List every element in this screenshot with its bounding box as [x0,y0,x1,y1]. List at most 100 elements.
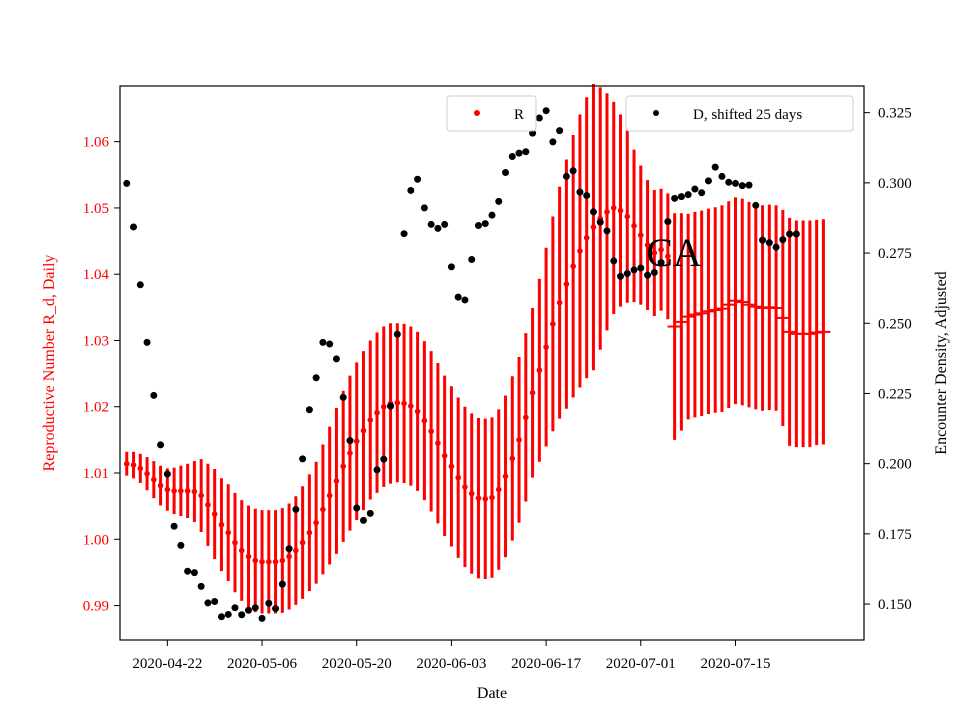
r-point [495,486,502,493]
y-left-tick-label: 1.02 [83,400,109,416]
d-point [163,470,171,478]
d-point [305,406,313,414]
d-point [508,152,516,160]
d-point [677,193,685,201]
r-point [259,559,265,565]
d-point [583,192,591,200]
d-point [400,230,408,238]
d-point [772,243,780,251]
d-point [569,167,577,175]
d-point [359,516,367,524]
d-point [339,393,347,401]
d-point [745,181,753,189]
r-point [164,486,171,493]
d-point [170,522,178,530]
r-point [340,463,347,470]
d-point [393,330,401,338]
r-point [252,557,259,564]
r-point [428,428,434,435]
legend-d-frame [625,95,854,132]
d-point [691,185,699,193]
r-point [279,557,286,564]
x-axis-title: Date [477,685,507,702]
d-point [326,340,334,348]
d-point [217,613,225,621]
d-point [664,218,672,226]
d-point [698,189,706,197]
y-right-tick-label: 0.175 [878,527,912,543]
d-point [190,569,198,577]
d-point [380,455,388,463]
d-point [292,505,300,513]
d-point [265,599,273,607]
r-points-layer [123,205,831,565]
d-point [515,149,523,157]
chart-annotation: CA [646,230,702,275]
r-point [374,409,380,416]
y-left-tick-label: 1.06 [83,135,110,151]
r-point [184,488,191,494]
r-point [462,484,468,490]
d-point [434,224,442,232]
x-tick-label: 2020-06-03 [416,656,486,672]
r-point [380,403,387,410]
r-point [577,248,583,254]
d-point [231,604,239,612]
d-point [657,259,665,267]
d-point [238,611,246,619]
r-point [516,437,522,443]
legend-d: D, shifted 25 days [625,95,854,132]
r-point [489,494,495,501]
d-point [474,222,482,230]
d-point [136,281,144,289]
d-point [427,220,435,228]
d-point [576,188,584,196]
y-right-tick-label: 0.225 [878,386,912,402]
d-point [556,127,564,135]
r-point [232,539,238,546]
r-point [570,263,576,270]
x-tick-label: 2020-05-20 [322,656,392,672]
legend-d-label: D, shifted 25 days [693,107,802,123]
legend-d-marker [653,110,659,116]
d-point [542,107,550,115]
r-point [293,547,299,554]
r-point [218,521,225,528]
d-point [123,179,131,187]
legend-r-frame [446,95,537,132]
r-point [563,281,570,287]
r-point [617,207,624,214]
r-point [624,213,631,220]
r-point [556,299,563,306]
d-point [684,191,692,199]
y-axis-left-title: Reproductive Number R_d, Daily [41,255,58,472]
r-point [205,502,211,508]
legend-r-label: R [514,107,524,123]
y-left-tick-label: 1.05 [83,201,109,217]
r-point [238,547,245,554]
d-point [204,599,212,607]
d-point [407,186,415,194]
d-point [278,580,286,588]
y-right-tick-label: 0.150 [878,597,912,613]
d-point [502,168,510,176]
r-point [123,460,130,467]
d-point [420,204,428,212]
r-point [638,232,644,238]
r-point [367,417,374,423]
r-point [353,438,360,444]
y-right-tick-label: 0.200 [878,457,912,473]
r-point [665,253,671,260]
y-axis-right: 0.150 0.175 0.200 0.225 0.250 0.275 0.300 0.325 [864,106,912,613]
r-point [401,400,407,407]
r-point [658,246,664,253]
d-point [366,509,374,517]
d-point [786,230,794,238]
x-tick-label: 2020-05-06 [227,656,297,672]
d-point [711,163,719,171]
r-point [455,474,461,481]
d-point [157,441,165,449]
d-point [441,220,449,228]
r-point [137,465,144,472]
r-point [326,492,333,499]
